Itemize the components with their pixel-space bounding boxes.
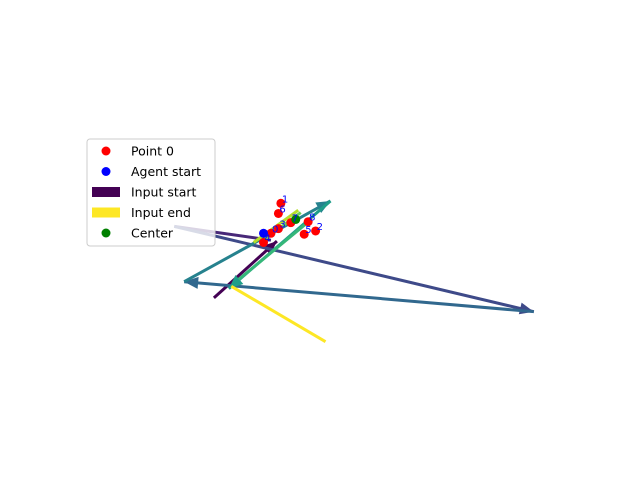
- point-label-5: 5: [305, 225, 311, 236]
- legend-label-3: Input end: [131, 205, 191, 220]
- point-label-4: 4: [265, 234, 271, 245]
- path-arrow-0: [212, 240, 278, 299]
- point-marker-4: [259, 238, 269, 247]
- legend-marker-4: [101, 228, 111, 238]
- point-label-6: 6: [279, 204, 285, 215]
- point-marker-0: [266, 228, 276, 238]
- point-marker-1: [276, 198, 286, 208]
- point-labels-layer: 0 1 2 34 5 67 8: [265, 194, 323, 244]
- point-marker-5: [299, 229, 309, 239]
- arrow-head-5: [228, 274, 244, 289]
- point-marker-3: [273, 224, 283, 234]
- legend-patch-3: [92, 207, 120, 218]
- legend-label-2: Input start: [131, 185, 197, 200]
- point-label-0: 0: [272, 224, 278, 235]
- point-marker-6: [273, 208, 283, 218]
- arrow-head-3: [184, 276, 199, 289]
- point-marker-8: [303, 217, 313, 227]
- legend-marker-0: [101, 146, 111, 156]
- point-label-2: 2: [317, 222, 323, 233]
- point-label-3: 3: [279, 220, 285, 231]
- path-arrow-3: [184, 280, 534, 314]
- point-label-1: 1: [282, 194, 288, 205]
- legend: Point 0 Agent start Input start Input end Ce…: [86, 138, 216, 247]
- point-marker-2: [311, 226, 321, 236]
- legend-frame: [86, 138, 216, 247]
- path-arrow-9: [230, 285, 327, 343]
- point-label-8: 8: [309, 213, 315, 224]
- legend-label-0: Point 0: [131, 144, 174, 159]
- legend-patch-2: [92, 187, 120, 197]
- points-layer: [259, 198, 321, 247]
- point-label-7: 7: [292, 214, 298, 225]
- path-arrow-6: [237, 222, 307, 281]
- center-marker: [291, 214, 301, 224]
- agent-start-marker: [259, 228, 269, 238]
- legend-label-4: Center: [131, 226, 174, 241]
- arrows-layer: [173, 199, 535, 343]
- legend-label-1: Agent start: [131, 164, 201, 179]
- path-arrow-2: [173, 224, 535, 314]
- legend-marker-1: [101, 167, 111, 176]
